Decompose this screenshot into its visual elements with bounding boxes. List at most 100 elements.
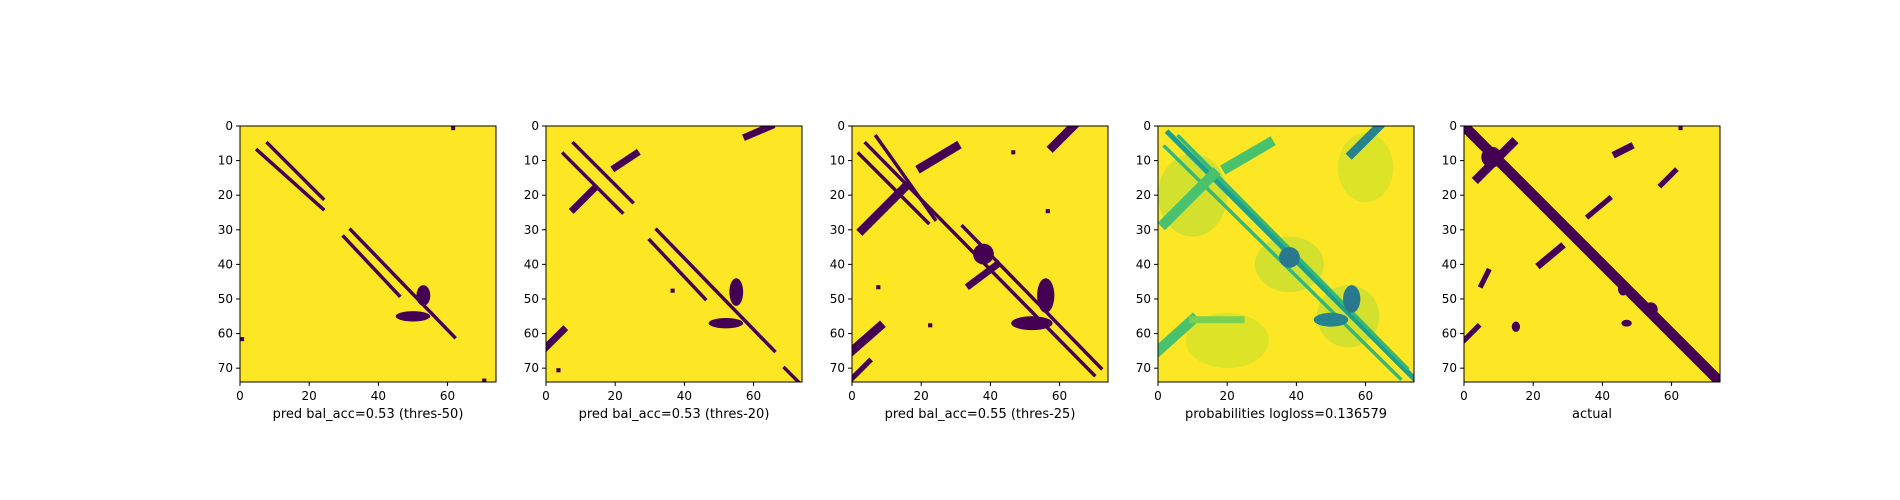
y-tick-label: 40 — [830, 257, 845, 271]
x-tick-label: 60 — [1664, 389, 1679, 403]
heatmap-panel-4: 0 20 40 60 0 10 20 30 40 50 60 70 probabilities logl… — [1136, 119, 1415, 422]
y-tick-label: 40 — [1136, 257, 1151, 271]
heatmap-streak — [1464, 126, 1720, 382]
heatmap-background — [240, 126, 496, 382]
y-tick-label: 50 — [1136, 292, 1151, 306]
x-tick-label: 60 — [440, 389, 455, 403]
heatmap-panel-2: 0 20 40 60 0 10 20 30 40 50 60 70 pred bal_acc=0.53 … — [524, 119, 803, 422]
y-tick-label: 30 — [1442, 223, 1457, 237]
heatmap-blob — [1481, 146, 1503, 168]
heatmap-streak — [915, 140, 962, 174]
heatmap-cell — [451, 126, 456, 131]
x-tick-label: 0 — [236, 389, 244, 403]
x-tick-label: 0 — [848, 389, 856, 403]
y-tick-label: 40 — [218, 257, 233, 271]
x-tick-label: 20 — [1526, 389, 1541, 403]
heatmap-streak — [1220, 136, 1276, 175]
heatmap-streak — [873, 133, 938, 222]
heatmap-blob — [1511, 321, 1521, 332]
heatmap-streak — [1611, 142, 1635, 159]
heatmap-cell — [1045, 209, 1050, 214]
heatmap-streak — [1535, 242, 1566, 270]
heatmap-streak — [341, 234, 402, 298]
heatmap-panel-1: 0 20 40 60 0 10 20 30 40 50 60 70 pred bal_acc=0.53 … — [218, 119, 497, 422]
heatmap-streak — [265, 140, 326, 202]
y-tick-label: 60 — [830, 327, 845, 341]
heatmap-blob — [1279, 247, 1300, 268]
y-tick-label: 10 — [218, 154, 233, 168]
y-tick-label: 30 — [524, 223, 539, 237]
x-tick-label: 60 — [746, 389, 761, 403]
heatmap-streak — [568, 183, 600, 214]
y-tick-label: 70 — [830, 361, 845, 375]
heatmap-streak — [1477, 267, 1492, 289]
x-tick-label: 40 — [983, 389, 998, 403]
y-tick-label: 50 — [524, 292, 539, 306]
heatmap-streak — [964, 259, 1003, 290]
y-tick-label: 30 — [218, 223, 233, 237]
y-tick-label: 60 — [218, 327, 233, 341]
x-tick-label: 40 — [371, 389, 386, 403]
y-tick-label: 20 — [1136, 188, 1151, 202]
heatmap-streak — [647, 237, 708, 302]
heatmap-streak — [852, 320, 886, 357]
y-tick-label: 20 — [830, 188, 845, 202]
heatmap-panel-5: 0 20 40 60 0 10 20 30 40 50 60 70 actual — [1442, 119, 1721, 422]
heatmap-blob — [1313, 312, 1349, 327]
y-tick-label: 10 — [1442, 154, 1457, 168]
y-tick-label: 20 — [1442, 188, 1457, 202]
heatmap-streak — [654, 227, 777, 354]
heatmap-streak — [782, 365, 801, 382]
x-axis-label: probabilities logloss=0.136579 — [1185, 407, 1387, 422]
heatmap-cell — [556, 368, 561, 373]
y-tick-label: 0 — [1143, 119, 1151, 133]
y-tick-label: 20 — [218, 188, 233, 202]
y-tick-label: 30 — [1136, 223, 1151, 237]
y-tick-label: 0 — [225, 119, 233, 133]
axes-frame — [851, 125, 1109, 383]
heatmap-streak — [1584, 194, 1613, 220]
heatmap-streak — [1046, 126, 1080, 153]
heatmap-cells — [240, 126, 487, 382]
heatmap-blob — [1617, 281, 1629, 296]
heatmap-streak — [856, 182, 911, 236]
heatmap-blob — [1643, 302, 1658, 317]
x-tick-label: 40 — [1289, 389, 1304, 403]
heatmap-blob — [973, 243, 994, 265]
heatmap-blob — [1011, 316, 1053, 331]
x-tick-label: 60 — [1358, 389, 1373, 403]
heatmap-cells — [852, 126, 1104, 382]
heatmap-streak — [546, 325, 569, 353]
y-tick-label: 20 — [524, 188, 539, 202]
axes-frame — [1157, 125, 1415, 383]
x-tick-label: 60 — [1052, 389, 1067, 403]
heatmap-blob — [1037, 278, 1055, 313]
y-tick-label: 40 — [524, 257, 539, 271]
heatmap-streak — [852, 357, 873, 382]
heatmap-cell — [928, 323, 933, 328]
heatmap-blob — [416, 285, 431, 306]
y-tick-label: 10 — [524, 154, 539, 168]
heatmap-streak — [1158, 312, 1200, 358]
x-tick-label: 0 — [542, 389, 550, 403]
y-tick-label: 30 — [830, 223, 845, 237]
y-tick-label: 70 — [218, 361, 233, 375]
y-tick-label: 60 — [1136, 327, 1151, 341]
x-tick-label: 40 — [677, 389, 692, 403]
x-tick-label: 20 — [914, 389, 929, 403]
heatmap-panel-3: 0 20 40 60 0 10 20 30 40 50 60 70 pred bal_acc=0.55 … — [830, 119, 1109, 422]
y-tick-label: 70 — [1442, 361, 1457, 375]
heatmap-streak — [348, 227, 457, 340]
axes-frame — [545, 125, 803, 383]
x-axis-label: pred bal_acc=0.53 (thres-20) — [579, 407, 770, 422]
x-tick-label: 0 — [1154, 389, 1162, 403]
y-tick-label: 70 — [524, 361, 539, 375]
y-tick-label: 50 — [830, 292, 845, 306]
y-tick-label: 70 — [1136, 361, 1151, 375]
heatmap-cells — [546, 126, 801, 382]
heatmap-streak — [254, 147, 326, 212]
y-tick-label: 0 — [1449, 119, 1457, 133]
axes-frame — [239, 125, 497, 383]
y-tick-label: 60 — [524, 327, 539, 341]
